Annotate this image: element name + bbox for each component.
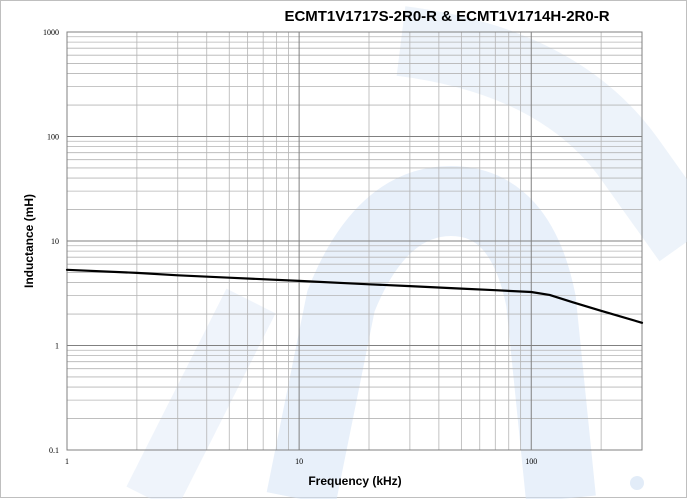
y-tick-label: 1000 <box>43 28 59 37</box>
y-tick-label: 1 <box>55 342 59 351</box>
x-tick-label: 10 <box>295 457 303 466</box>
x-tick-label: 100 <box>525 457 537 466</box>
y-axis-label: Inductance (mH) <box>22 194 36 288</box>
plot-border <box>66 31 643 451</box>
watermark-dot <box>630 476 644 490</box>
y-tick-label: 100 <box>47 133 59 142</box>
series-layer <box>65 268 644 324</box>
chart-title: ECMT1V1717S-2R0-R & ECMT1V1714H-2R0-R <box>284 8 609 25</box>
y-tick-labels: 1000 100 10 1 0.1 <box>43 28 59 455</box>
x-axis-label: Frequency (kHz) <box>308 474 401 488</box>
watermark-logo <box>126 6 687 499</box>
watermark-arc <box>266 165 596 499</box>
y-tick-label: 0.1 <box>49 446 59 455</box>
x-tick-label: 1 <box>65 457 69 466</box>
y-tick-label: 10 <box>51 237 59 246</box>
inductance-curve <box>65 268 644 324</box>
x-tick-labels: 1 10 100 <box>65 457 537 466</box>
